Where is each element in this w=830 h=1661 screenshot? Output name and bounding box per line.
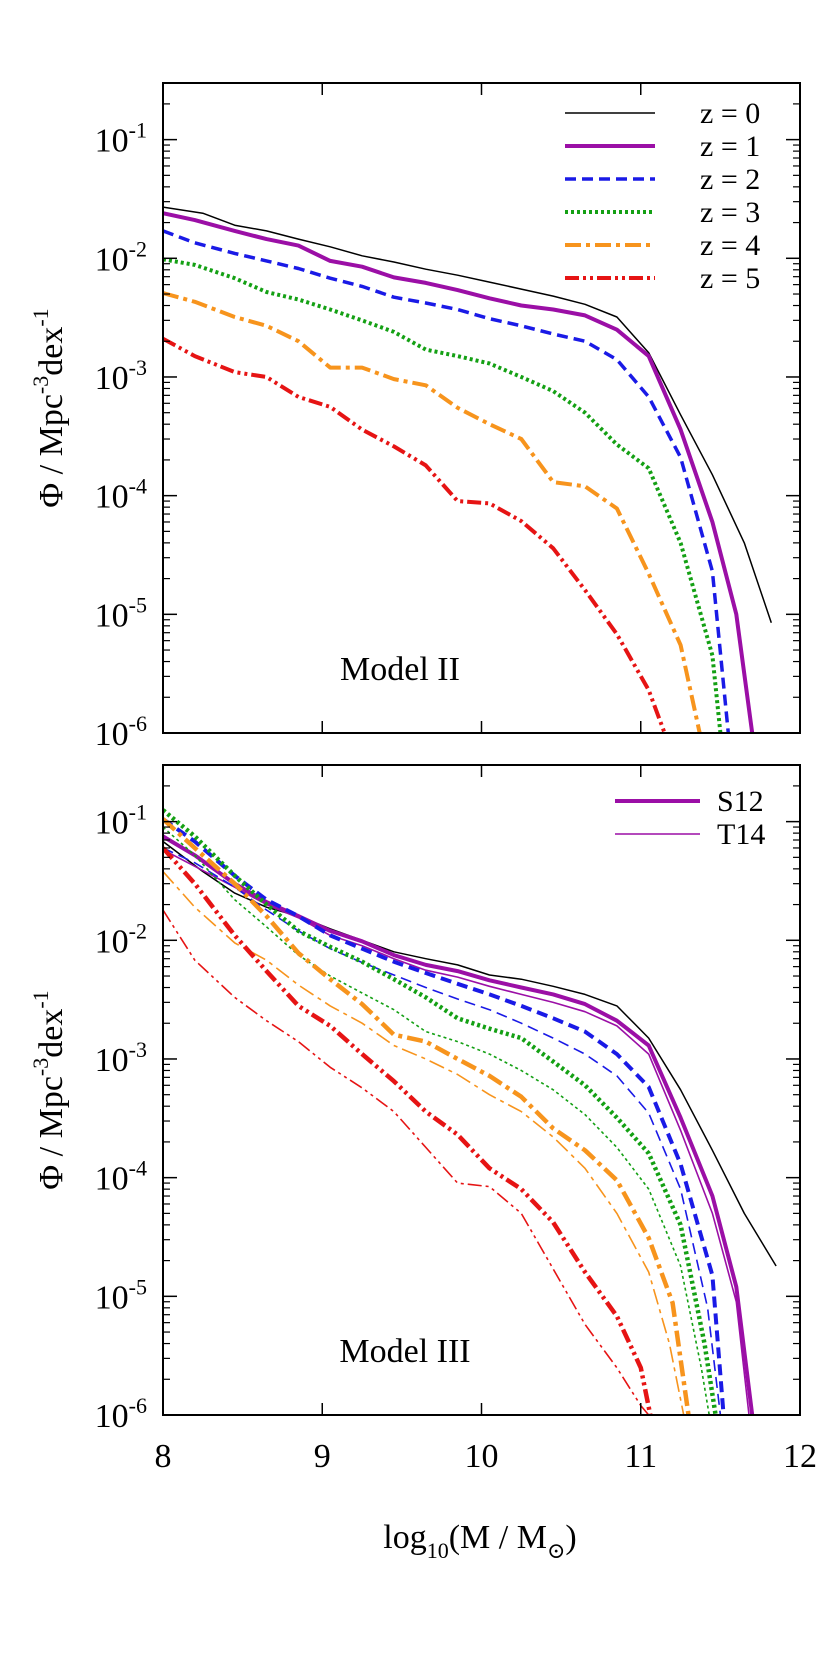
series-line-z-3-t14 (163, 826, 710, 1415)
legend-label: S12 (717, 785, 764, 818)
y-tick-labels-model-ii: 10-1 10-2 10-3 10-4 10-5 10-6 (95, 118, 147, 753)
legend-label: z = 2 (700, 163, 760, 196)
x-tick-label: 8 (155, 1438, 172, 1475)
legend-label: z = 5 (700, 262, 760, 295)
x-tick-label: 11 (624, 1438, 657, 1475)
y-tick-label: 10-6 (95, 711, 147, 753)
series-line-z-0 (163, 206, 773, 623)
y-tick-labels-model-iii: 10-1 10-2 10-3 10-4 10-5 10-6 (95, 800, 147, 1435)
x-tick-label: 10 (465, 1438, 499, 1475)
legend-label: T14 (717, 818, 765, 851)
panel-label-model-iii: Model III (339, 1333, 470, 1370)
y-tick-label: 10-2 (95, 918, 147, 960)
legend-label: z = 1 (700, 130, 760, 163)
series-line-z-1 (163, 211, 755, 733)
y-tick-label: 10-4 (95, 1156, 147, 1198)
series-line-z-3-s12 (163, 808, 718, 1415)
series-line-z-4 (163, 291, 702, 733)
y-tick-label: 10-3 (95, 355, 147, 397)
series-line-z-2-t14 (163, 847, 722, 1415)
x-tick-labels: 8 9 10 11 12 (155, 1438, 818, 1475)
y-tick-label: 10-2 (95, 236, 147, 278)
y-axis-title-model-iii: Φ / Mpc-3dex-1 (28, 990, 70, 1189)
y-tick-label: 10-1 (95, 118, 147, 160)
y-tick-label: 10-3 (95, 1037, 147, 1079)
legend-label: z = 3 (700, 196, 760, 229)
panel-label-model-ii: Model II (340, 651, 460, 688)
series-line-z-5-t14 (163, 909, 650, 1415)
series-line-z-3 (163, 257, 723, 733)
svg-text:Φ / Mpc-3dex-1: Φ / Mpc-3dex-1 (28, 990, 70, 1189)
x-axis-title: log10(M / M⊙) (383, 1519, 576, 1563)
plot-frame-model-iii (162, 764, 801, 1416)
legend-label: z = 0 (700, 97, 760, 130)
panel-model-iii: 10-1 10-2 10-3 10-4 10-5 10-6 8 9 10 11 12 Model … (28, 764, 818, 1563)
series-line-z-5-s12 (163, 846, 653, 1415)
y-tick-label: 10-4 (95, 474, 147, 516)
series-line-z-5 (163, 336, 667, 733)
ticks-model-iii (162, 765, 801, 1416)
series-line-z-2 (163, 229, 731, 733)
panel-model-ii: 10-1 10-2 10-3 10-4 10-5 10-6 Model II Φ / Mp… (28, 82, 801, 753)
ticks-model-ii (162, 83, 801, 734)
x-tick-label: 12 (783, 1438, 817, 1475)
y-tick-label: 10-1 (95, 800, 147, 842)
series-group-model-iii (163, 808, 777, 1415)
series-group-model-ii (163, 206, 773, 733)
series-line-z-4-t14 (163, 870, 685, 1415)
y-tick-label: 10-5 (95, 592, 147, 634)
x-tick-label: 9 (314, 1438, 331, 1475)
y-axis-title-model-ii: Φ / Mpc-3dex-1 (28, 308, 70, 507)
legend-label: z = 4 (700, 229, 760, 262)
y-tick-label: 10-5 (95, 1274, 147, 1316)
series-line-z-2-s12 (163, 817, 726, 1415)
series-line-z-4-s12 (163, 817, 691, 1415)
legend-model-ii: z = 0z = 1z = 2z = 3z = 4z = 5 (565, 97, 760, 295)
y-tick-label: 10-6 (95, 1393, 147, 1435)
svg-text:Φ / Mpc-3dex-1: Φ / Mpc-3dex-1 (28, 308, 70, 507)
